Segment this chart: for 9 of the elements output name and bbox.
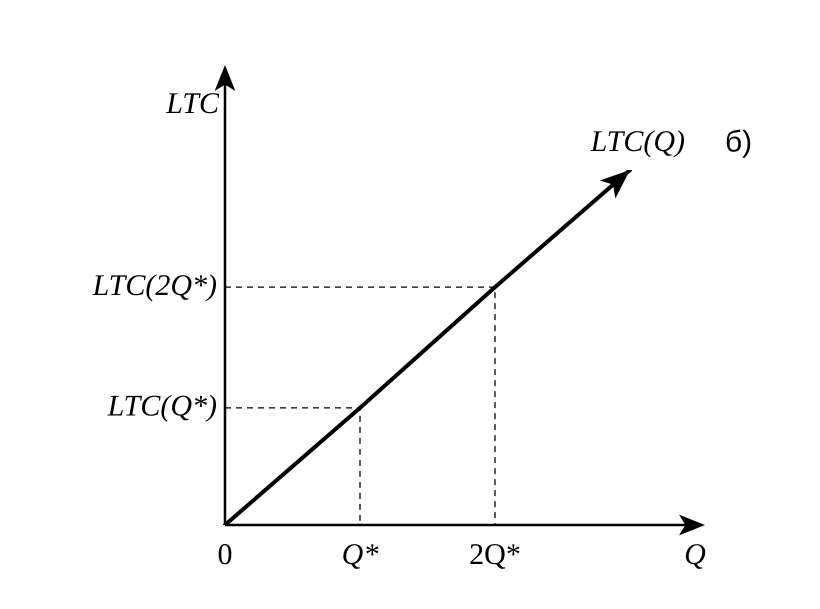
x-tick-label: Q* bbox=[342, 538, 378, 571]
x-tick-label: 0 bbox=[218, 538, 232, 571]
text: б) bbox=[725, 125, 752, 158]
x-axis-title: Q bbox=[684, 538, 706, 571]
y-axis-title: LTC bbox=[165, 86, 220, 120]
text: LTC(2Q*) bbox=[92, 269, 217, 302]
x-tick-label: 2Q* bbox=[469, 538, 521, 571]
text: LTC(Q*) bbox=[106, 390, 217, 423]
text: LTC(Q) bbox=[590, 124, 685, 158]
